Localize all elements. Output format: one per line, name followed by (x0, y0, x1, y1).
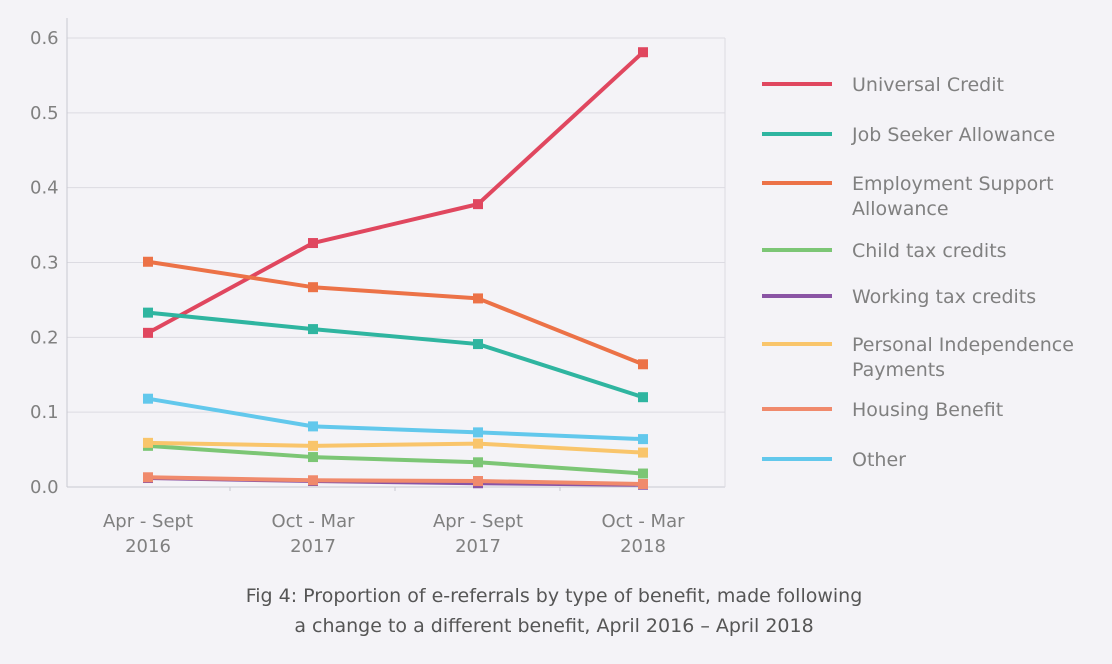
y-tick-label: 0.6 (30, 28, 59, 49)
x-category-label: 2016 (125, 536, 171, 557)
legend-label: Personal Independence (852, 334, 1074, 356)
data-point (308, 452, 318, 463)
legend-label: Child tax credits (852, 240, 1007, 262)
series-lines (143, 47, 648, 490)
series-line (147, 310, 644, 400)
data-point (308, 421, 318, 432)
data-point (638, 392, 648, 403)
data-point (473, 199, 483, 210)
y-tick-label: 0.3 (30, 253, 59, 274)
legend-label: Job Seeker Allowance (851, 124, 1055, 146)
data-point (638, 447, 648, 458)
y-tick-label: 0.5 (30, 103, 59, 124)
legend-label: Housing Benefit (852, 399, 1003, 421)
x-category-label: Oct - Mar (601, 511, 685, 532)
data-point (143, 437, 153, 448)
legend-label: Universal Credit (852, 74, 1004, 96)
data-point (143, 256, 153, 267)
data-point (638, 359, 648, 370)
legend-label: Working tax credits (852, 286, 1036, 308)
data-point (308, 238, 318, 249)
data-point (638, 468, 648, 479)
y-tick-label: 0.0 (30, 477, 59, 498)
data-point (308, 440, 318, 451)
series-line (147, 443, 644, 476)
series-line (147, 259, 644, 367)
data-point (473, 427, 483, 438)
series-line (147, 440, 644, 455)
y-tick-label: 0.2 (30, 327, 59, 348)
data-point (638, 47, 648, 58)
data-point (638, 434, 648, 445)
legend-label: Employment Support (852, 173, 1054, 195)
data-point (473, 293, 483, 304)
axes: 0.0 0.1 0.2 0.3 0.4 0.5 0.6 Apr - Sept 2016 Oct -… (30, 18, 726, 557)
data-point (143, 327, 153, 338)
data-point (143, 307, 153, 318)
gridlines (67, 37, 725, 413)
legend-label: Other (852, 449, 906, 471)
data-point (308, 475, 318, 486)
data-point (473, 457, 483, 468)
figure-caption: Fig 4: Proportion of e-referrals by type… (246, 585, 863, 637)
data-point (308, 324, 318, 335)
series-line (147, 50, 645, 335)
y-tick-label: 0.4 (30, 178, 59, 199)
caption-line: Fig 4: Proportion of e-referrals by type… (246, 585, 863, 607)
x-category-label: Apr - Sept (433, 511, 523, 532)
x-category-label: 2017 (455, 536, 501, 557)
data-point (473, 339, 483, 350)
legend: Universal Credit Job Seeker Allowance Empl… (762, 74, 1074, 471)
x-category-label: 2018 (620, 536, 666, 557)
data-point (143, 393, 153, 404)
data-point (638, 479, 648, 490)
data-point (143, 472, 153, 483)
y-tick-label: 0.1 (30, 402, 59, 423)
legend-label: Allowance (852, 198, 949, 220)
x-category-label: 2017 (290, 536, 336, 557)
x-category-label: Apr - Sept (103, 511, 193, 532)
data-point (473, 476, 483, 487)
data-point (308, 282, 318, 293)
legend-label: Payments (852, 359, 945, 381)
caption-line: a change to a different benefit, April 2… (294, 615, 813, 637)
series-line (147, 396, 644, 442)
data-point (473, 438, 483, 449)
series-line (147, 475, 644, 487)
x-category-label: Oct - Mar (271, 511, 355, 532)
